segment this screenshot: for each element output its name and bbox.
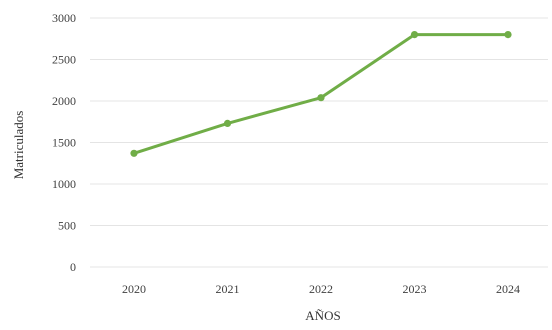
y-axis-ticks: 0 500 1000 1500 2000 2500 3000 [52, 11, 76, 274]
x-tick-label: 2021 [216, 282, 240, 296]
y-axis-title: Matriculados [11, 111, 26, 180]
y-tick-label: 1000 [52, 177, 76, 191]
data-point-2022 [317, 94, 325, 102]
x-tick-label: 2022 [309, 282, 333, 296]
y-tick-label: 2000 [52, 94, 76, 108]
y-tick-label: 2500 [52, 53, 76, 67]
x-axis-title: AÑOS [305, 308, 340, 323]
data-point-2023 [410, 30, 419, 39]
y-tick-label: 500 [58, 219, 76, 233]
y-tick-label: 0 [70, 260, 76, 274]
x-tick-label: 2020 [122, 282, 146, 296]
y-tick-label: 3000 [52, 11, 76, 25]
series-layer [130, 30, 512, 157]
x-tick-label: 2023 [403, 282, 427, 296]
series-line [132, 33, 510, 155]
y-tick-label: 1500 [52, 136, 76, 150]
x-tick-label: 2024 [496, 282, 520, 296]
x-axis-ticks: 2020 2021 2022 2023 2024 [122, 282, 520, 296]
data-point-2021 [223, 119, 232, 128]
data-point-2024 [504, 30, 512, 39]
gridlines [90, 17, 548, 268]
data-point-2020 [130, 149, 138, 157]
